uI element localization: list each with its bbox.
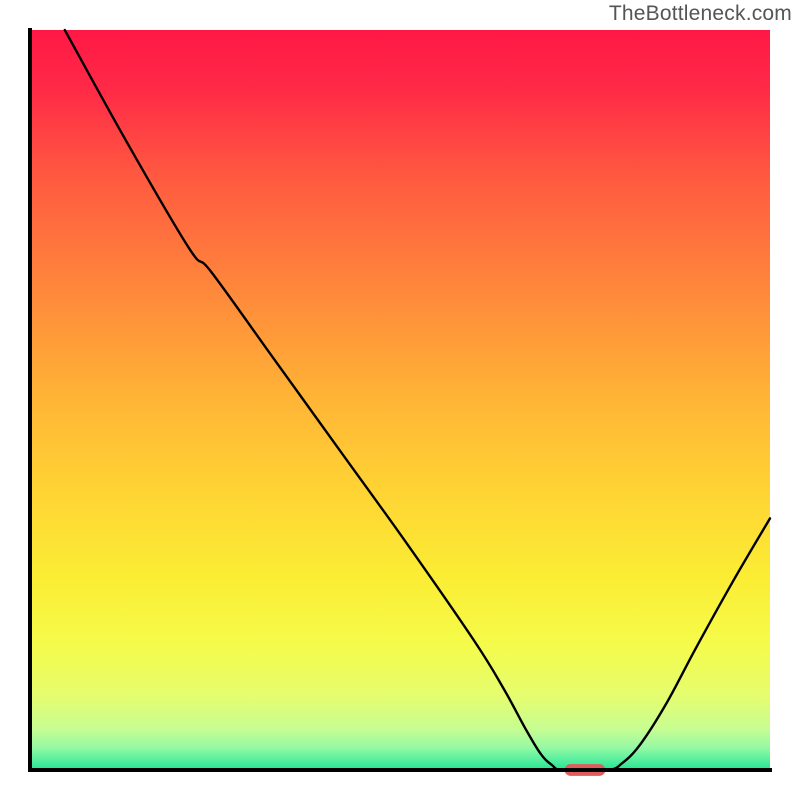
watermark-text: TheBottleneck.com [609,2,792,26]
bottleneck-chart [0,0,800,800]
chart-svg [0,0,800,800]
chart-background [30,30,770,770]
